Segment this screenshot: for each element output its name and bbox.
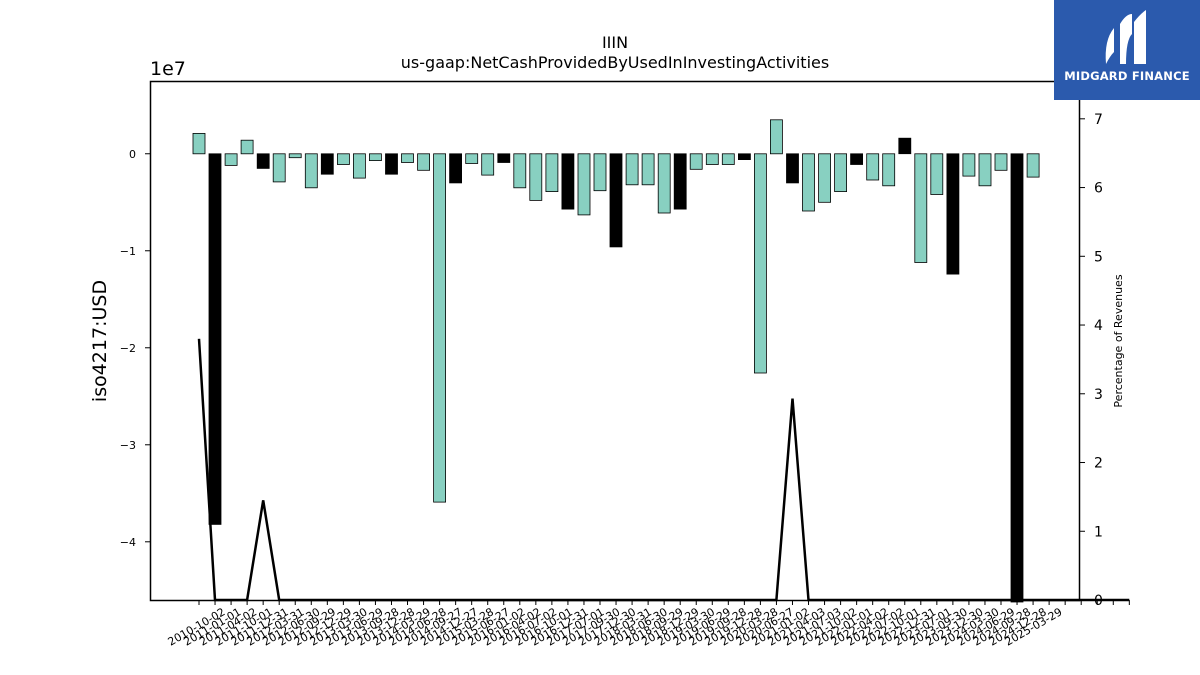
bar-2016-04-02 [545, 153, 559, 193]
bar-2013-06-29 [368, 153, 382, 162]
bar-2020-03-28 [802, 153, 815, 212]
y2-tick-label: 0 [1094, 593, 1103, 609]
chart-title: IIIN [602, 33, 628, 52]
bar-2021-07-03 [882, 153, 896, 187]
bar-2019-09-28 [770, 119, 783, 155]
bar-2020-06-27 [818, 153, 831, 203]
bar-2013-03-30 [352, 153, 366, 179]
percentage-line [197, 338, 1130, 602]
bar-2019-03-30 [738, 153, 751, 161]
bar-2013-09-28 [385, 153, 398, 175]
bar-2022-01-01 [914, 153, 928, 263]
bar-2011-01-01 [208, 153, 222, 525]
y2-tick-label: 6 [1094, 181, 1103, 197]
bar-2019-06-29 [754, 153, 767, 374]
bar-2021-01-02 [850, 153, 863, 165]
bar-2015-10-03 [513, 153, 527, 189]
bar-2012-12-29 [336, 153, 350, 165]
bar-2022-12-31 [978, 153, 992, 187]
bar-2022-04-02 [930, 153, 944, 195]
y-tick-label: −3 [120, 439, 136, 452]
y2-tick-label: 1 [1094, 524, 1103, 540]
bar-2018-09-29 [705, 153, 719, 165]
logo-text: MIDGARD FINANCE [1064, 69, 1190, 83]
midgard-finance-logo: MIDGARD FINANCE [1054, 0, 1200, 100]
midgard-logo-mark-icon [1105, 10, 1146, 64]
bar-2016-01-02 [529, 153, 543, 201]
bar-2019-12-28 [786, 153, 799, 184]
bar-2018-03-31 [673, 153, 687, 210]
y-axis-label: iso4217:USD [89, 280, 111, 402]
bar-2023-04-01 [994, 153, 1008, 171]
bar-2018-06-30 [689, 153, 703, 170]
bar-2023-09-30 [1026, 153, 1040, 178]
bar-2013-12-28 [401, 153, 414, 163]
bar-2017-07-01 [625, 153, 639, 186]
bar-2014-09-27 [449, 153, 463, 184]
bar-2011-12-31 [272, 153, 286, 183]
y2-axis-ticks: 0 1 2 3 4 5 6 7 [1080, 112, 1103, 609]
bar-2017-12-30 [657, 153, 671, 214]
bar-2014-06-28 [433, 153, 447, 503]
bar-2012-09-29 [320, 153, 334, 175]
bar-2014-03-29 [417, 153, 431, 171]
bar-2021-04-03 [866, 153, 880, 181]
bar-2016-12-31 [593, 153, 607, 192]
bar-2023-07-01 [1010, 153, 1024, 603]
bar-2010-10-02 [192, 132, 206, 155]
bar-2016-07-02 [561, 153, 575, 210]
bar-2015-03-28 [481, 153, 495, 176]
bar-2017-09-30 [641, 153, 655, 186]
bar-2012-03-31 [288, 153, 302, 159]
bar-2011-07-02 [240, 139, 254, 155]
bar-2022-10-01 [962, 153, 976, 177]
y2-tick-label: 7 [1094, 112, 1103, 128]
bar-2021-10-02 [898, 137, 912, 155]
y-tick-label: −4 [120, 536, 136, 549]
y2-tick-label: 2 [1094, 456, 1103, 472]
y2-tick-label: 3 [1094, 387, 1103, 403]
y-axis-ticks: 0 −1 −2 −3 −4 [120, 148, 150, 549]
bar-2022-07-02 [946, 153, 960, 275]
bar-2015-06-27 [497, 153, 511, 163]
bar-2020-10-03 [834, 153, 847, 193]
y2-axis-label: Percentage of Revenues [1112, 274, 1125, 407]
bar-2014-12-27 [465, 153, 479, 164]
bar-2011-10-01 [256, 153, 270, 169]
bar-2011-04-02 [224, 153, 238, 166]
bar-2018-12-29 [721, 153, 735, 165]
plot-frame [149, 80, 1081, 602]
bar-2016-10-01 [577, 153, 591, 216]
bars [192, 119, 1040, 603]
y-tick-label: −2 [120, 342, 136, 355]
y2-tick-label: 4 [1094, 318, 1103, 334]
percentage-line-series [197, 338, 1130, 602]
y-tick-label: −1 [120, 245, 136, 258]
y-offset-label: 1e7 [150, 58, 186, 80]
y-tick-label: 0 [129, 148, 136, 161]
x-axis-ticks: 2010-10-022011-01-012011-04-022011-10-01… [166, 600, 1130, 649]
bar-2012-06-30 [304, 153, 318, 189]
bar-2017-04-01 [609, 153, 623, 248]
chart-subtitle: us-gaap:NetCashProvidedByUsedInInvesting… [401, 53, 829, 72]
y2-tick-label: 5 [1094, 249, 1103, 265]
